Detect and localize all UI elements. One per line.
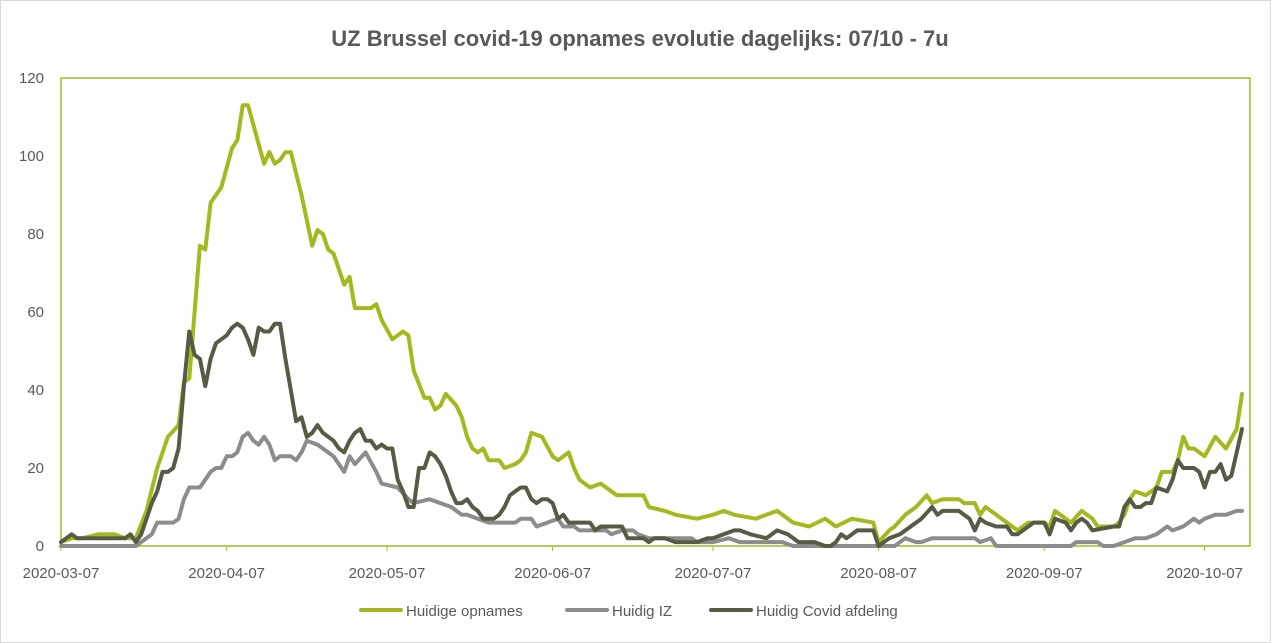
plot-area xyxy=(60,77,1251,547)
x-tick-label: 2020-08-07 xyxy=(840,565,917,582)
legend-label: Huidig IZ xyxy=(612,603,672,620)
y-tick-label: 0 xyxy=(36,538,44,555)
x-tick-label: 2020-09-07 xyxy=(1006,565,1083,582)
chart-title: UZ Brussel covid-19 opnames evolutie dag… xyxy=(331,26,948,51)
series-lines xyxy=(59,103,1244,548)
y-tick-label: 60 xyxy=(27,304,44,321)
y-tick-label: 40 xyxy=(27,382,44,399)
x-tick-label: 2020-10-07 xyxy=(1166,565,1243,582)
x-axis: 2020-03-07 2020-04-07 2020-05-07 2020-06-07… xyxy=(23,546,1243,582)
series-line-1 xyxy=(59,103,1244,545)
series-line-3 xyxy=(59,321,1244,548)
legend-label: Huidige opnames xyxy=(406,603,523,620)
y-tick-label: 100 xyxy=(19,148,44,165)
legend: Huidige opnames Huidig IZ Huidig Covid afd… xyxy=(359,603,898,620)
x-tick-label: 2020-05-07 xyxy=(349,565,426,582)
y-axis: 0 20 40 60 80 100 120 xyxy=(19,70,44,555)
y-tick-label: 20 xyxy=(27,460,44,477)
legend-label: Huidig Covid afdeling xyxy=(756,603,898,620)
y-tick-label: 120 xyxy=(19,70,44,87)
x-tick-label: 2020-06-07 xyxy=(514,565,591,582)
y-tick-label: 80 xyxy=(27,226,44,243)
x-tick-label: 2020-04-07 xyxy=(188,565,265,582)
x-tick-label: 2020-07-07 xyxy=(675,565,752,582)
x-tick-label: 2020-03-07 xyxy=(23,565,100,582)
series-line-2 xyxy=(59,430,1244,548)
